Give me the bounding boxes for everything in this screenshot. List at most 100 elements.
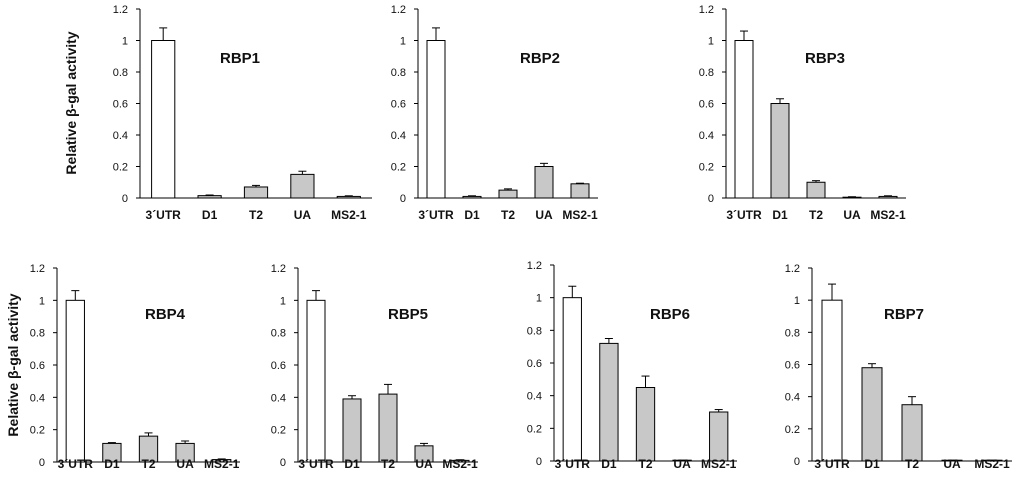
bar-d1 [342,398,362,463]
y-tick-label: 0.2 [271,425,286,437]
y-tick-label: 1 [536,293,542,305]
y-tick-label: 0.4 [30,392,45,404]
bar-3utr [562,297,582,462]
category-label: UA [943,457,961,471]
y-tick-label: 1 [122,36,128,48]
category-label: MS2-1 [870,208,906,222]
y-tick-label: 0.8 [30,328,45,340]
category-label: 3´UTR [146,208,182,222]
panel-rbp7: 0 0.2 0.4 0.6 0.8 1 1.2 3´UTR D1 T2 UA MS2-1 RBP7 [785,263,1012,471]
y-tick-label: 0 [400,193,406,205]
y-tick-label: 0 [708,193,714,205]
panel-title: RBP5 [388,306,428,323]
bar-t2 [635,387,656,462]
y-tick-label: 0 [122,193,128,205]
category-label: D1 [104,457,120,471]
bar-ua [842,196,862,199]
y-tick-label: 1.2 [785,263,800,275]
bar-t2 [901,404,923,462]
bar-ua [534,166,554,199]
y-axis-label: Relative β-gal activity [63,31,79,174]
y-tick-label: 1 [708,36,714,48]
panel-rbp2: 0 0.2 0.4 0.6 0.8 1 1.2 3´UTR D1 T2 UA MS2-1 RBP2 [391,4,598,222]
y-tick-label: 0.4 [391,130,406,142]
y-tick-label: 0.6 [113,99,128,111]
bar-t2 [378,393,398,463]
y-tick-label: 1.2 [30,263,45,275]
y-tick-label: 0.2 [391,162,406,174]
category-label: D1 [464,208,480,222]
category-label: D1 [202,208,218,222]
category-label: MS2-1 [562,208,598,222]
y-tick-label: 1.2 [699,4,714,16]
category-label: T2 [638,457,652,471]
bar-ms2-1 [570,183,590,199]
category-label: 3´UTR [298,457,334,471]
panel-rbp1: 0 0.2 0.4 0.6 0.8 1 1.2 3´UTR D1 T2 UA MS2-1 RBP1 Rel… [63,4,372,222]
category-label: UA [535,208,553,222]
bar-ms2-1 [878,195,898,199]
bar-t2 [806,181,826,199]
panel-rbp3: 0 0.2 0.4 0.6 0.8 1 1.2 3´UTR D1 T2 UA MS2-1 RBP3 [699,4,906,222]
panel-title: RBP4 [145,306,186,323]
category-label: T2 [381,457,395,471]
y-tick-label: 1.2 [391,4,406,16]
y-tick-label: 0 [280,457,286,469]
y-tick-label: 0.4 [785,392,800,404]
y-tick-label: 0.6 [391,99,406,111]
panel-title: RBP6 [650,306,690,323]
bar-3utr [306,299,326,463]
y-tick-label: 0 [536,456,542,468]
bar-ms2-1 [336,195,361,199]
bar-d1 [861,367,883,462]
category-label: UA [176,457,194,471]
category-label: T2 [905,457,919,471]
y-tick-label: 1 [39,295,45,307]
panel-rbp4: 0 0.2 0.4 0.6 0.8 1 1.2 3´UTR D1 T2 UA MS2-1 RBP4 Rel… [5,263,240,471]
y-tick-label: 0.4 [113,130,128,142]
category-label: 3´UTR [58,457,94,471]
y-tick-label: 0 [39,457,45,469]
y-tick-label: 0.6 [527,358,542,370]
bar-t2 [243,186,269,199]
y-axis-label: Relative β-gal activity [5,293,21,436]
panel-rbp5: 0 0.2 0.4 0.6 0.8 1 1.2 3´UTR D1 T2 UA MS2-1 RBP5 [271,263,478,471]
y-tick-label: 0.8 [527,325,542,337]
category-label: MS2-1 [331,208,367,222]
y-tick-label: 1 [794,295,800,307]
y-tick-label: 0 [794,456,800,468]
y-tick-label: 0.8 [391,67,406,79]
bar-3utr [426,40,446,199]
category-label: UA [415,457,433,471]
category-label: D1 [344,457,360,471]
category-label: D1 [601,457,617,471]
category-label: 3´UTR [814,457,850,471]
category-label: MS2-1 [974,457,1010,471]
bar-ms2-1 [709,411,729,462]
y-tick-label: 0.6 [699,99,714,111]
panel-title: RBP7 [884,306,924,323]
y-tick-label: 0.6 [785,360,800,372]
category-label: D1 [772,208,788,222]
y-tick-label: 1.2 [113,4,128,16]
panel-title: RBP2 [520,50,560,67]
bar-3utr [734,40,754,199]
y-tick-label: 0.6 [30,360,45,372]
category-label: T2 [501,208,515,222]
y-tick-label: 0.4 [527,391,542,403]
panel-title: RBP3 [805,50,845,67]
category-label: T2 [141,457,155,471]
y-tick-label: 0.8 [113,67,128,79]
y-tick-label: 0.6 [271,360,286,372]
y-tick-label: 0.4 [271,392,286,404]
y-tick-label: 0.8 [699,67,714,79]
y-tick-label: 1 [400,36,406,48]
bar-3utr [151,40,176,199]
category-label: T2 [249,208,263,222]
category-label: MS2-1 [204,457,240,471]
category-label: UA [294,208,312,222]
category-label: 3´UTR [726,208,762,222]
category-label: UA [843,208,861,222]
y-tick-label: 0.8 [785,327,800,339]
